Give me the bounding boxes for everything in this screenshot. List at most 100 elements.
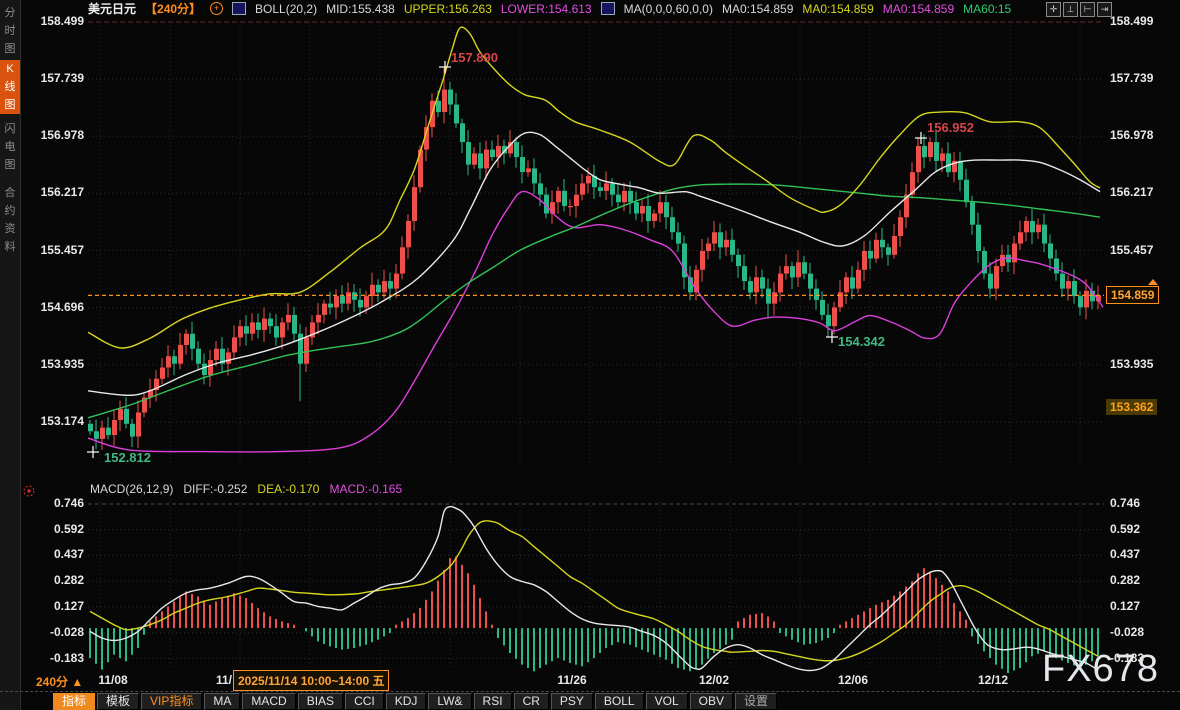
candle-body [964, 180, 969, 203]
candle-body [526, 168, 531, 172]
window-control-icons: ✛⊥⊢⇥ [1046, 2, 1112, 17]
toolbar-button-2[interactable]: VIP指标 [141, 693, 202, 710]
candle-body [1006, 255, 1011, 262]
move-icon[interactable]: ✛ [1046, 2, 1061, 17]
indicator-header: 美元日元 【240分】 + BOLL(20,2) MID:155.438 UPP… [88, 1, 1011, 16]
candle-body [628, 191, 633, 202]
candle-body [880, 240, 885, 248]
candle-body [514, 142, 519, 157]
candle-body [646, 206, 651, 221]
price-axis-label-right: 158.499 [1110, 14, 1172, 28]
macd-axis-label-left: 0.746 [24, 496, 84, 510]
candle-body [808, 274, 813, 289]
candle-body [946, 153, 951, 172]
candle-body [790, 266, 795, 277]
candle-body [772, 292, 777, 303]
candle-body [652, 214, 657, 222]
price-axis-label-right: 156.217 [1110, 185, 1172, 199]
macd-diff-value: DIFF:-0.252 [183, 482, 247, 496]
candle-body [742, 266, 747, 281]
sidebar-item-2[interactable]: 闪电图 [0, 120, 20, 174]
candle-body [292, 315, 297, 334]
toolbar-button-10[interactable]: CR [514, 693, 549, 710]
toolbar-button-4[interactable]: MACD [242, 693, 295, 710]
candle-body [916, 146, 921, 172]
price-axis-label-right: 155.457 [1110, 243, 1172, 257]
toolbar-button-7[interactable]: KDJ [386, 693, 427, 710]
candle-body [376, 285, 381, 293]
axis-right-icon[interactable]: ⊢ [1080, 2, 1095, 17]
toolbar-button-3[interactable]: MA [204, 693, 240, 710]
axis-left-icon[interactable]: ⊥ [1063, 2, 1078, 17]
candle-body [532, 168, 537, 183]
sidebar-item-3[interactable]: 合约资料 [0, 184, 20, 256]
price-axis-label-left: 156.978 [24, 128, 84, 142]
candle-body [334, 296, 339, 307]
candle-body [856, 270, 861, 289]
candle-body [184, 334, 189, 345]
candle-body [568, 206, 573, 207]
candle-body [994, 266, 999, 289]
ma60-value: MA60:15 [963, 2, 1011, 16]
candle-body [400, 247, 405, 273]
candle-body [562, 191, 567, 206]
candle-body [538, 183, 543, 194]
candle-body [106, 428, 111, 436]
candle-body [268, 319, 273, 327]
candle-body [868, 251, 873, 259]
candle-body [406, 221, 411, 247]
candle-body [214, 349, 219, 360]
candle-body [520, 157, 525, 172]
macd-dea-value: DEA:-0.170 [257, 482, 319, 496]
candle-body [274, 326, 279, 337]
macd-pane-marker-dot [27, 489, 30, 492]
toolbar-button-9[interactable]: RSI [474, 693, 512, 710]
candle-body [658, 202, 663, 213]
sidebar-item-0[interactable]: 分时图 [0, 4, 20, 58]
toolbar-button-5[interactable]: BIAS [298, 693, 343, 710]
candle-body [784, 266, 789, 274]
ma0-magenta-value: MA0:154.859 [883, 2, 954, 16]
candle-body [448, 90, 453, 105]
boll-mid-value: MID:155.438 [326, 2, 395, 16]
toolbar-button-8[interactable]: LW& [428, 693, 471, 710]
candle-body [604, 183, 609, 191]
candle-body [286, 315, 291, 323]
ma0-yellow-value: MA0:154.859 [802, 2, 873, 16]
plus-circle-icon[interactable]: + [210, 2, 223, 15]
candle-body [340, 296, 345, 304]
candle-body [1072, 281, 1077, 296]
candle-body [622, 191, 627, 202]
price-axis-label-right: 156.978 [1110, 128, 1172, 142]
candle-body [370, 285, 375, 296]
candle-body [886, 247, 891, 255]
toolbar-button-11[interactable]: PSY [551, 693, 593, 710]
price-axis-label-left: 156.217 [24, 185, 84, 199]
boll-legend-icon [232, 2, 246, 15]
ma0-white-value: MA0:154.859 [722, 2, 793, 16]
toolbar-button-0[interactable]: 指标 [53, 693, 95, 710]
candle-body [490, 150, 495, 158]
candle-body [988, 274, 993, 289]
toolbar-button-15[interactable]: 设置 [735, 693, 777, 710]
candle-body [580, 183, 585, 194]
toolbar-button-12[interactable]: BOLL [595, 693, 644, 710]
chart-plot[interactable] [0, 0, 1180, 710]
candle-body [850, 277, 855, 288]
candle-body [820, 300, 825, 315]
price-axis-label-left: 154.696 [24, 300, 84, 314]
candle-body [796, 262, 801, 277]
toolbar-button-6[interactable]: CCI [345, 693, 384, 710]
toolbar-button-13[interactable]: VOL [646, 693, 688, 710]
macd-axis-label-right: -0.028 [1110, 625, 1172, 639]
candle-body [838, 292, 843, 307]
sidebar-item-1[interactable]: K线图 [0, 60, 20, 114]
candle-body [100, 428, 105, 439]
toolbar-button-1[interactable]: 模板 [97, 693, 139, 710]
current-price-badge: 154.859 [1106, 286, 1159, 304]
candle-body [724, 240, 729, 248]
period-selector[interactable]: 240分 ▲ [36, 673, 83, 690]
candle-body [712, 232, 717, 243]
price-annotation-1: 156.952 [927, 120, 974, 135]
toolbar-button-14[interactable]: OBV [690, 693, 733, 710]
